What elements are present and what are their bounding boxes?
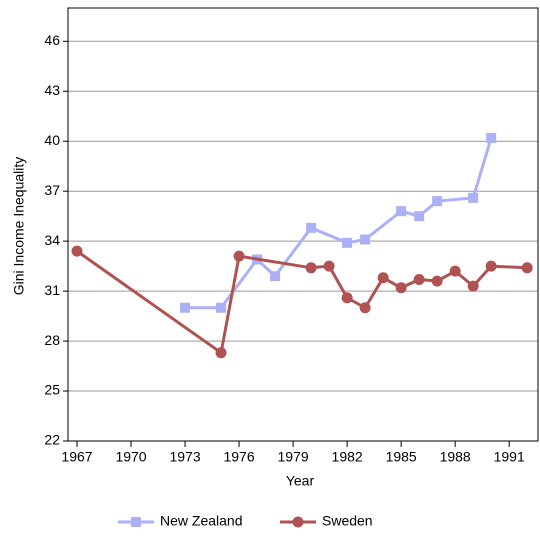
legend-label: Sweden	[322, 513, 373, 529]
legend-marker	[292, 516, 304, 528]
series-line	[185, 137, 493, 310]
x-tick-label: 1982	[332, 449, 363, 465]
marker	[306, 222, 317, 233]
y-tick-label: 46	[44, 32, 60, 48]
y-tick-label: 40	[44, 132, 60, 148]
x-axis-label: Year	[286, 473, 315, 489]
marker	[270, 271, 281, 282]
x-tick-label: 1988	[440, 449, 471, 465]
y-tick-label: 37	[44, 182, 60, 198]
y-tick-label: 43	[44, 82, 60, 98]
y-tick-label: 31	[44, 282, 60, 298]
marker	[449, 265, 461, 277]
marker	[215, 347, 227, 359]
y-tick-label: 25	[44, 382, 60, 398]
marker	[323, 260, 335, 272]
legend-label: New Zealand	[160, 513, 243, 529]
marker	[413, 273, 425, 285]
marker	[377, 272, 389, 284]
marker	[396, 206, 407, 217]
plot-frame	[67, 7, 539, 442]
y-tick-label: 28	[44, 332, 60, 348]
x-tick-label: 1970	[115, 449, 146, 465]
marker	[432, 196, 443, 207]
marker	[342, 237, 353, 248]
marker	[485, 260, 497, 272]
y-tick-label: 34	[44, 232, 60, 248]
marker	[431, 275, 443, 287]
y-tick-label: 22	[44, 432, 60, 448]
x-tick-label: 1973	[169, 449, 200, 465]
marker	[468, 192, 479, 203]
series-line	[76, 249, 528, 356]
marker	[216, 302, 227, 313]
marker	[395, 282, 407, 294]
x-tick-label: 1976	[223, 449, 254, 465]
marker	[341, 292, 353, 304]
marker	[521, 262, 533, 274]
marker	[467, 280, 479, 292]
x-tick-label: 1979	[278, 449, 309, 465]
marker	[359, 302, 371, 314]
marker	[71, 245, 83, 257]
x-tick-label: 1967	[61, 449, 92, 465]
x-tick-label: 1985	[386, 449, 417, 465]
marker	[233, 250, 245, 262]
marker	[414, 211, 425, 222]
marker	[486, 132, 497, 143]
marker	[305, 262, 317, 274]
marker	[180, 302, 191, 313]
marker	[360, 234, 371, 245]
legend-marker	[131, 517, 141, 527]
y-axis-label: Gini Income Inequality	[11, 157, 27, 296]
x-tick-label: 1991	[494, 449, 525, 465]
